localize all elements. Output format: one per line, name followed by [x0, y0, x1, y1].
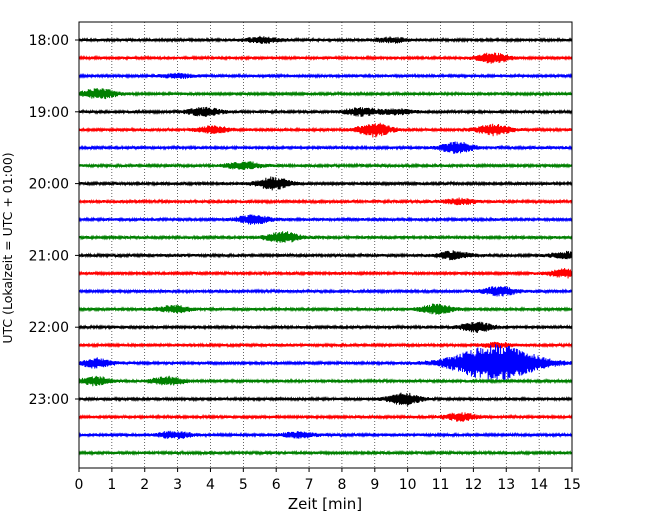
x-tick-label: 11	[432, 477, 450, 493]
trace-2000	[78, 176, 573, 191]
trace-2130	[78, 286, 573, 297]
x-tick-label: 6	[272, 477, 281, 493]
trace-2145	[78, 303, 573, 315]
trace-2015	[78, 197, 573, 206]
x-tick-label: 14	[530, 477, 548, 493]
y-tick-label: 19:00	[29, 105, 69, 121]
y-tick-label: 22:00	[29, 320, 69, 336]
trace-2330	[78, 430, 573, 440]
y-tick-label: 21:00	[29, 248, 69, 264]
trace-1915	[78, 122, 573, 138]
trace-2230	[78, 344, 573, 382]
x-tick-label: 15	[563, 477, 581, 493]
y-tick-label: 23:00	[29, 392, 69, 408]
x-tick-label: 0	[75, 477, 84, 493]
plot-frame	[78, 21, 573, 469]
x-tick-label: 8	[337, 477, 346, 493]
x-tick-label: 1	[107, 477, 116, 493]
trace-1930	[78, 141, 573, 154]
x-tick-label: 10	[399, 477, 417, 493]
trace-2100	[78, 250, 573, 261]
trace-2245	[78, 375, 573, 387]
trace-2200	[78, 321, 573, 333]
trace-2045	[78, 231, 573, 243]
trace-2315	[78, 412, 573, 422]
trace-1800	[78, 35, 573, 44]
traces	[78, 35, 573, 457]
trace-2300	[78, 392, 573, 406]
trace-1945	[78, 161, 573, 170]
trace-1900	[78, 106, 573, 117]
y-tick-label: 18:00	[29, 33, 69, 49]
y-axis-label: UTC (Lokalzeit = UTC + 01:00)	[0, 152, 15, 343]
x-axis-ticks: 0 1 2 3 4 5 6 7 8 9 10 11 12 13 14 15	[75, 468, 581, 493]
trace-1845	[78, 88, 573, 100]
x-tick-label: 7	[305, 477, 314, 493]
x-tick-label: 12	[464, 477, 482, 493]
x-tick-label: 2	[140, 477, 149, 493]
trace-1830	[78, 72, 573, 80]
x-tick-label: 13	[497, 477, 515, 493]
trace-2030	[78, 214, 573, 225]
trace-1815	[78, 52, 573, 64]
trace-2115	[78, 267, 573, 279]
trace-2215	[78, 341, 573, 349]
y-axis-ticks: 18:00 19:00 20:00 21:00 22:00 23:00	[29, 33, 79, 408]
x-axis-label: Zeit [min]	[288, 495, 362, 513]
x-tick-label: 9	[370, 477, 379, 493]
x-tick-label: 3	[173, 477, 182, 493]
x-tick-label: 4	[206, 477, 215, 493]
trace-2345	[78, 449, 573, 457]
x-tick-label: 5	[239, 477, 248, 493]
y-tick-label: 20:00	[29, 177, 69, 193]
grid-lines	[111, 22, 540, 468]
